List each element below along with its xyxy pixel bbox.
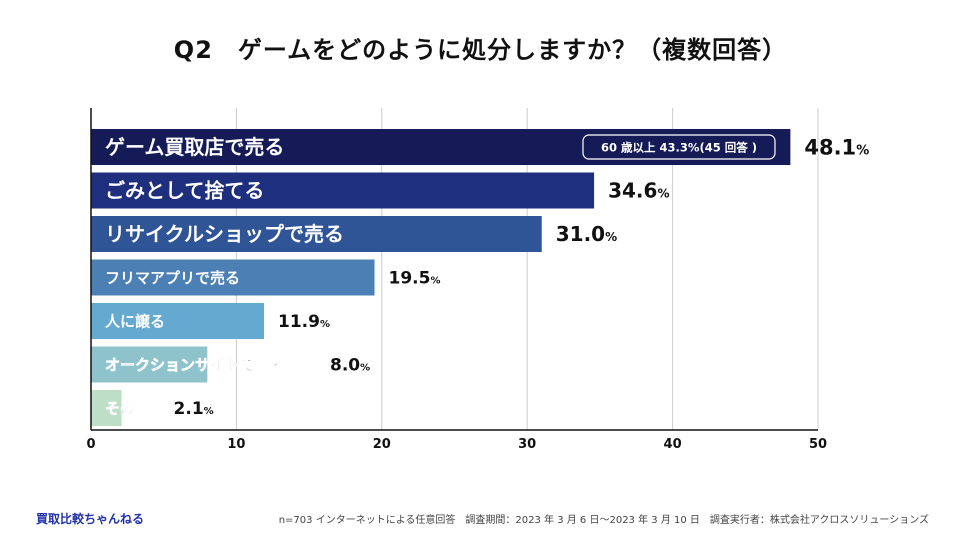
value-label-3: 31.0% (556, 222, 617, 246)
bar-4 (91, 259, 375, 296)
value-label-6: 8.0% (330, 356, 370, 376)
bar-label-7: その他 (105, 399, 150, 417)
x-tick-40: 40 (664, 437, 682, 452)
value-label-4: 19.5% (389, 269, 441, 289)
brand-name[interactable]: 買取比較ちゃんねる (36, 512, 145, 526)
annotation-text: 60 歳以上 43.3%(45 回答 ) (601, 141, 757, 155)
annotation-box (582, 134, 776, 160)
bar-label-2: ごみとして捨てる (105, 179, 264, 203)
bar-label-4: フリマアプリで売る (105, 269, 240, 287)
bar-3 (91, 216, 542, 252)
bar-label-1: ゲーム買取店で売る (105, 135, 284, 159)
x-tick-0: 0 (86, 437, 95, 452)
value-label-5: 11.9% (278, 312, 330, 332)
survey-footnote: n=703 インターネットによる任意回答 調査期間：2023 年 3 月 6 日… (278, 515, 929, 526)
x-tick-30: 30 (518, 437, 536, 452)
value-label-2: 34.6% (608, 179, 669, 203)
bar-5 (91, 303, 265, 339)
x-tick-50: 50 (809, 437, 827, 452)
chart-title: Q2 ゲームをどのように処分しますか？（複数回答） (173, 36, 788, 64)
x-tick-10: 10 (227, 437, 245, 452)
value-label-1: 48.1% (804, 136, 869, 160)
value-label-7: 2.1% (174, 399, 214, 419)
bar-label-3: リサイクルショップで売る (105, 222, 344, 246)
bar-6 (91, 346, 208, 383)
bar-7 (91, 390, 122, 426)
bar-label-5: 人に譲る (105, 312, 165, 330)
x-tick-20: 20 (373, 437, 391, 452)
bar-2 (91, 172, 595, 209)
bar-label-6: オークションサイトで売る (105, 356, 285, 374)
